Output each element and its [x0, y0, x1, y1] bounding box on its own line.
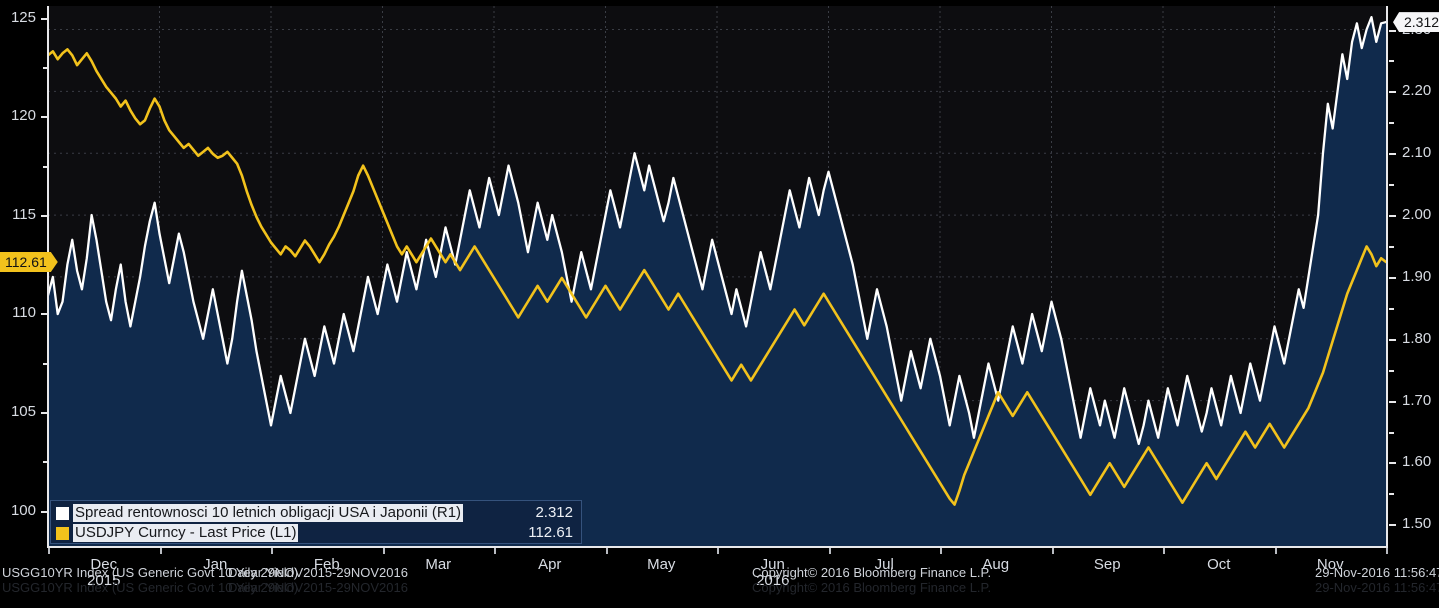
left-axis-tick-label: 115 — [12, 205, 36, 223]
right-axis-tick-mark — [1389, 215, 1396, 218]
chart-legend[interactable]: Spread rentownosci 10 letnich obligacji … — [50, 500, 582, 544]
left-axis-tick-mark — [41, 214, 48, 217]
x-axis-month-label: Oct — [1207, 556, 1231, 573]
x-axis-month-label: Jul — [874, 556, 894, 573]
right-axis-minor-tick — [1389, 493, 1394, 496]
x-axis-year-label: 2015 — [87, 572, 121, 589]
right-axis-minor-tick — [1389, 431, 1394, 434]
right-axis-minor-tick — [1389, 246, 1394, 248]
footer-security-description: USGG10YR Index (US Generic Govt 10 Year … — [2, 565, 299, 580]
right-axis-tick-label: 1.70 — [1402, 391, 1432, 409]
left-axis-minor-tick — [43, 362, 48, 365]
left-axis-tick-label: 125 — [10, 8, 36, 26]
footer-date-range-ghost: Daily 29NOV2015-29NOV2016 — [228, 580, 408, 595]
x-axis-tick-mark — [717, 548, 719, 554]
left-axis-tick-mark — [41, 17, 48, 20]
usdjpy-last-price-callout: 112.61 — [0, 252, 58, 272]
footer-copyright-ghost: Copyright© 2016 Bloomberg Finance L.P. — [752, 580, 992, 595]
right-axis-tick-mark — [1389, 153, 1396, 156]
legend-swatch-usdjpy — [55, 525, 70, 541]
left-axis-tick-label: 100 — [10, 501, 36, 519]
right-axis-tick-label: 1.90 — [1402, 267, 1432, 285]
right-axis-tick-mark — [1389, 462, 1396, 465]
right-axis-minor-tick — [1389, 184, 1394, 187]
x-axis-tick-mark — [271, 548, 273, 554]
spread-line-series — [48, 15, 1386, 446]
legend-label-spread: Spread rentownosci 10 letnich obligacji … — [73, 504, 464, 522]
right-axis-tick-mark — [1389, 91, 1396, 94]
footer-date-range: Daily 29NOV2015-29NOV2016 — [228, 565, 408, 580]
x-axis-tick-mark — [1386, 548, 1388, 554]
spread-last-value-callout: 2.312 — [1393, 12, 1439, 33]
right-axis-tick-mark — [1389, 338, 1396, 341]
left-axis-minor-tick — [43, 165, 48, 168]
right-axis-tick-mark — [1389, 276, 1396, 279]
footer-copyright: Copyright© 2016 Bloomberg Finance L.P. — [752, 565, 992, 580]
legend-label-usdjpy: USDJPY Curncy - Last Price (L1) — [73, 524, 299, 542]
right-axis-tick-label: 1.60 — [1402, 453, 1432, 471]
left-axis-tick-label: 120 — [10, 107, 36, 125]
x-axis-tick-mark — [940, 548, 942, 554]
right-axis-tick-mark — [1389, 524, 1396, 527]
left-axis-tick-mark — [41, 116, 48, 119]
x-axis-tick-mark — [1163, 548, 1165, 554]
x-axis-month-label: Apr — [538, 556, 562, 573]
right-axis-minor-tick — [1389, 60, 1394, 63]
x-axis-month-label: May — [647, 556, 676, 573]
left-axis-minor-tick — [43, 461, 48, 464]
bottom-axis-line — [47, 546, 1388, 548]
left-axis-line — [47, 6, 49, 547]
chart-plot-area[interactable] — [48, 6, 1386, 546]
footer-timestamp: 29-Nov-2016 11:56:47 — [1315, 565, 1439, 580]
left-axis-minor-tick — [43, 67, 48, 70]
left-axis-tick-mark — [41, 313, 48, 316]
legend-value-spread: 2.312 — [535, 504, 573, 521]
legend-row-usdjpy[interactable]: USDJPY Curncy - Last Price (L1) 112.61 — [55, 523, 581, 543]
x-axis-month-label: Jan — [203, 556, 228, 573]
x-axis-month-label: Nov — [1316, 556, 1344, 573]
x-axis-tick-mark — [159, 548, 162, 554]
left-axis-tick-mark — [41, 510, 48, 513]
x-axis-tick-mark — [494, 548, 496, 554]
right-axis-tick-mark — [1389, 400, 1396, 403]
usdjpy-line-series — [48, 48, 1386, 506]
x-axis-tick-mark — [48, 548, 50, 554]
right-axis-tick-label: 1.50 — [1402, 515, 1432, 533]
right-axis-tick-label: 2.10 — [1402, 144, 1432, 162]
left-axis-tick-label: 110 — [12, 304, 36, 322]
spread-area-fill — [48, 17, 1386, 546]
right-axis-minor-tick — [1389, 122, 1394, 125]
x-axis-month-label: Sep — [1093, 556, 1121, 573]
right-axis-tick-label: 2.20 — [1402, 82, 1432, 100]
footer-security-description-ghost: USGG10YR Index (US Generic Govt 10 Year … — [2, 580, 299, 595]
right-axis-minor-tick — [1389, 29, 1394, 32]
left-axis-tick-label: 105 — [10, 402, 36, 420]
x-axis-year-label: 2016 — [756, 572, 790, 589]
legend-swatch-spread — [55, 505, 70, 521]
x-axis-tick-mark — [1274, 548, 1277, 554]
x-axis-tick-mark — [1051, 548, 1054, 554]
right-axis-line — [1386, 6, 1388, 547]
x-axis-tick-mark — [382, 548, 385, 554]
right-axis-minor-tick — [1389, 369, 1394, 372]
chart-canvas — [48, 6, 1386, 546]
footer-timestamp-ghost: 29-Nov-2016 11:56:47 — [1315, 580, 1439, 595]
right-axis-tick-label: 2.00 — [1402, 206, 1432, 224]
x-axis-month-label: Dec — [90, 556, 118, 573]
x-axis-month-label: Feb — [313, 556, 340, 573]
x-axis-month-label: Mar — [425, 556, 452, 573]
x-axis-tick-mark — [605, 548, 608, 554]
left-axis-tick-mark — [41, 411, 48, 414]
x-axis-month-label: Aug — [982, 556, 1010, 573]
x-axis-tick-mark — [828, 548, 831, 554]
x-axis-month-label: Jun — [760, 556, 785, 573]
right-axis-tick-label: 1.80 — [1402, 329, 1432, 347]
legend-row-spread[interactable]: Spread rentownosci 10 letnich obligacji … — [55, 503, 581, 523]
right-axis-minor-tick — [1389, 307, 1394, 310]
legend-value-usdjpy: 112.61 — [528, 524, 573, 541]
